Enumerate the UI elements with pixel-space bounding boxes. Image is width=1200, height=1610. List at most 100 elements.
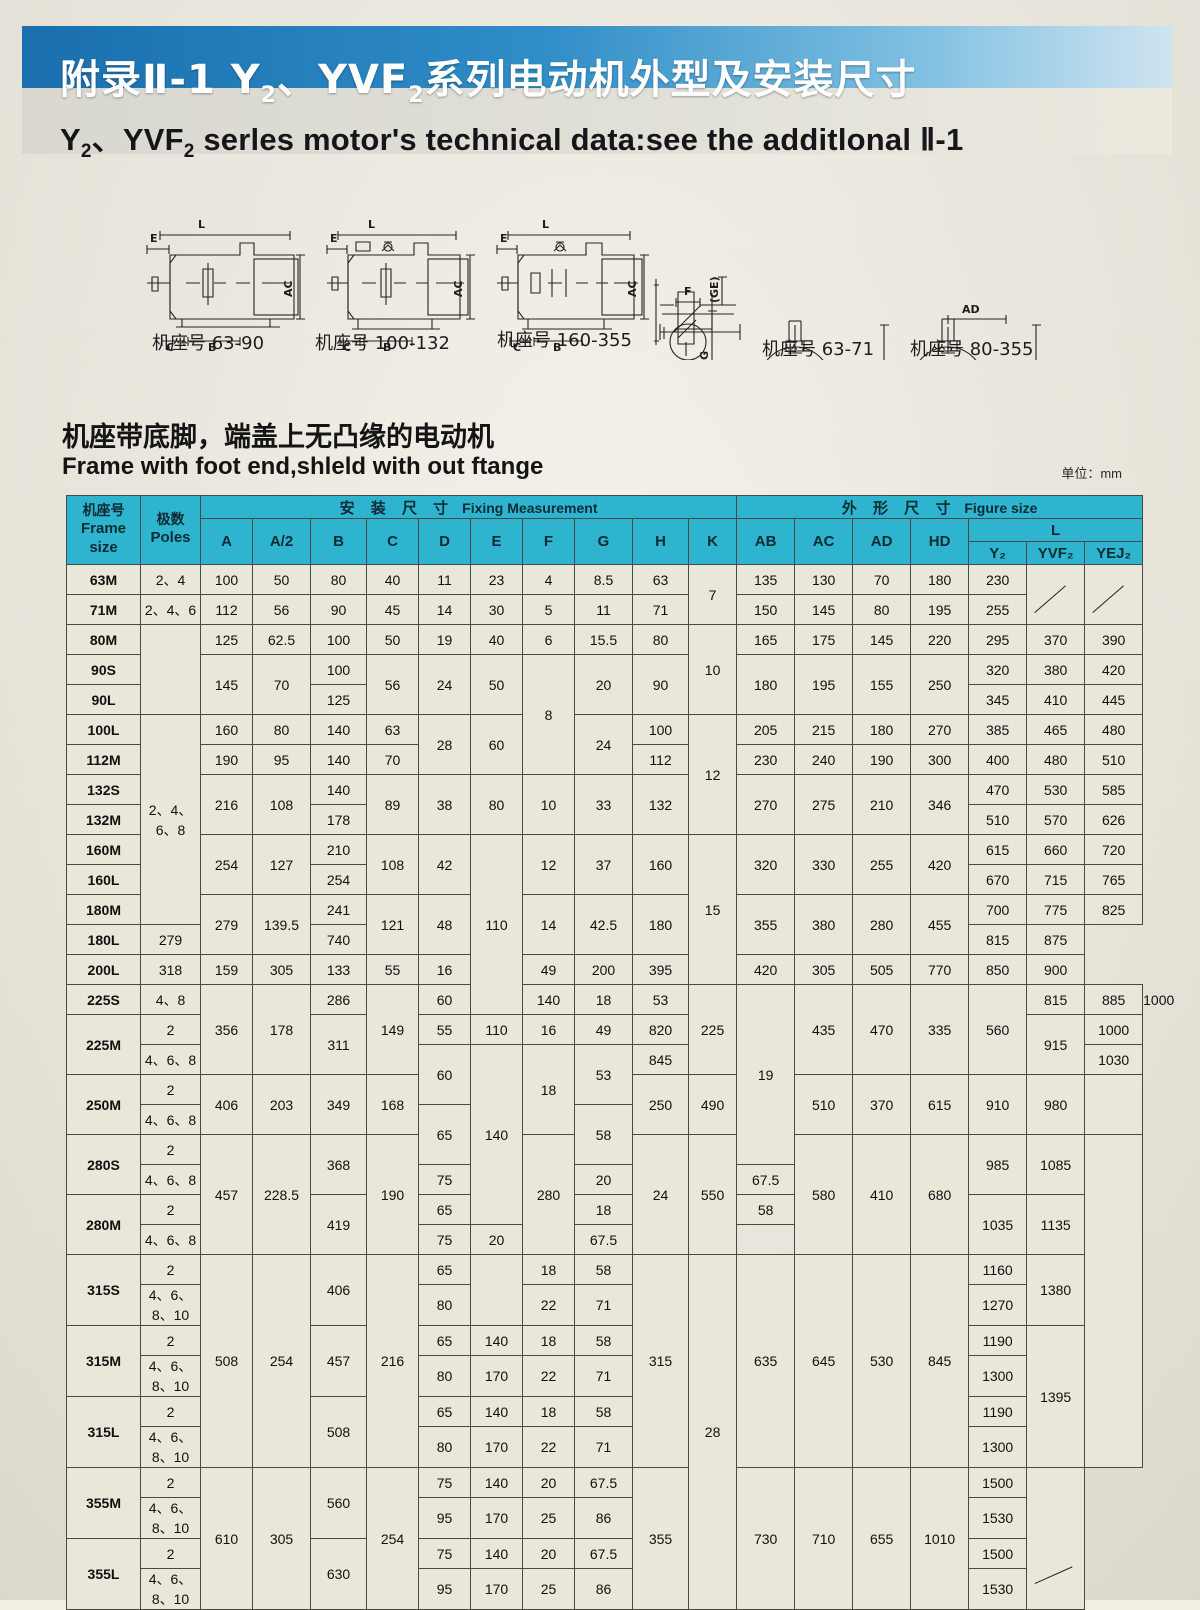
cell-AD: 280 bbox=[852, 894, 912, 955]
cell-F: 22 bbox=[522, 1426, 575, 1468]
cell-K: 15 bbox=[687, 834, 738, 985]
cell-G: 33 bbox=[574, 774, 633, 835]
header-group-figure-en: Figure size bbox=[964, 499, 1038, 516]
cell-A2: 50 bbox=[252, 564, 311, 595]
cell-A2: 159 bbox=[200, 954, 253, 985]
cell-YEJ2: 585 bbox=[1084, 774, 1144, 805]
cell-frame: 80M bbox=[66, 624, 141, 655]
cell-G: 67.5 bbox=[574, 1538, 633, 1569]
cell-F: 16 bbox=[418, 954, 471, 985]
cell-D: 11 bbox=[418, 564, 471, 595]
cell-C: 70 bbox=[366, 744, 419, 775]
table-row: 4、6、8 65 58 bbox=[67, 1104, 1143, 1165]
cell-E: 60 bbox=[470, 714, 523, 775]
header-row-groups: 机座号 Frame size 极数 Poles 安 装 尺 寸 Fixing Me… bbox=[66, 495, 1144, 565]
cell-YEJ2: 765 bbox=[1084, 864, 1144, 895]
cell-AC: 275 bbox=[794, 774, 854, 835]
cell-D: 80 bbox=[418, 1355, 471, 1397]
motor-drawing-strip: L E C B bbox=[0, 155, 1200, 470]
table-row: 4、6、8、10 95 170 25 86 1530 bbox=[67, 1497, 1143, 1539]
cell-YEJ2: 900 bbox=[1026, 954, 1086, 985]
cell-Y2: 700 bbox=[968, 894, 1028, 925]
cell-HD: 250 bbox=[910, 654, 970, 715]
cell-YEJ2: 510 bbox=[1084, 744, 1144, 775]
svg-text:B: B bbox=[208, 341, 216, 354]
cell-D: 65 bbox=[418, 1254, 471, 1285]
cell-F: 22 bbox=[522, 1355, 575, 1397]
cell-frame: 225S bbox=[66, 984, 141, 1015]
cell-E: 170 bbox=[470, 1426, 523, 1468]
table-row: 80M 125 62.5 100 50 19 40 6 15.5 80 10 1… bbox=[66, 624, 1144, 715]
cell-C: 50 bbox=[366, 624, 419, 655]
cell-C: 108 bbox=[366, 834, 419, 895]
cell-G: 58 bbox=[736, 1194, 796, 1225]
header-col-YEJ2: YEJ₂ bbox=[1084, 541, 1144, 565]
cell-Y2: 400 bbox=[968, 744, 1028, 775]
cell-G: 86 bbox=[574, 1497, 633, 1539]
cell-AD: 70 bbox=[852, 564, 912, 595]
header-col-L: L bbox=[968, 518, 1144, 542]
title-en-mid: 、YVF bbox=[91, 122, 184, 157]
cell-frame: 280M bbox=[66, 1194, 141, 1255]
banner-gray-bar bbox=[22, 88, 1172, 154]
cell-B: 279 bbox=[140, 924, 201, 955]
cell-AB: 490 bbox=[687, 1074, 738, 1135]
svg-text:C: C bbox=[513, 341, 521, 354]
table-row: 100L 2、4、6、8 160 80 140 63 28 60 24 100 … bbox=[66, 714, 1144, 925]
header-col-K: K bbox=[687, 518, 738, 565]
figure-caption-63-90: 机座号 63-90 bbox=[152, 333, 265, 354]
cell-poles: 4、6、8、10 bbox=[140, 1497, 201, 1539]
cell-YVF2: 1085 bbox=[1026, 1134, 1086, 1195]
cell-frame: 250M bbox=[66, 1074, 141, 1135]
header-col-F: F bbox=[522, 518, 575, 565]
table-row: 280M 2 419 65 18 58 1035 1135 bbox=[66, 1194, 1143, 1255]
cell-AC: 580 bbox=[794, 1134, 854, 1255]
cell-A: 190 bbox=[200, 744, 253, 775]
table-row: 4、6、8、10 80 22 71 1270 bbox=[67, 1284, 1143, 1326]
cell-B: 125 bbox=[310, 684, 367, 715]
cell-D: 65 bbox=[418, 1396, 471, 1427]
svg-text:F: F bbox=[684, 285, 692, 298]
cell-G: 20 bbox=[574, 654, 633, 715]
svg-text:E: E bbox=[500, 232, 508, 245]
cell-AC: 470 bbox=[852, 984, 912, 1075]
cell-frame: 180L bbox=[66, 924, 141, 955]
cell-AB: 270 bbox=[736, 774, 796, 835]
svg-text:G: G bbox=[698, 351, 711, 360]
title-chinese: 附录Ⅱ-1 Y2、YVF2系列电动机外型及安装尺寸 bbox=[60, 60, 917, 107]
cell-AC: 380 bbox=[794, 894, 854, 955]
cell-frame: 355L bbox=[66, 1538, 141, 1610]
cell-B: 560 bbox=[310, 1467, 367, 1539]
cell-YEJ2: 825 bbox=[1084, 894, 1144, 925]
cell-AC: 240 bbox=[794, 744, 854, 775]
cell-HD: 180 bbox=[910, 564, 970, 595]
cell-AD: 255 bbox=[852, 834, 912, 895]
cell-Y2: 295 bbox=[968, 624, 1028, 655]
header-col-G: G bbox=[574, 518, 633, 565]
table-row: 71M 2、4、6 112 56 90 45 14 30 5 11 71 150… bbox=[66, 594, 1143, 625]
cell-E: 30 bbox=[470, 594, 523, 625]
figure-caption-63-71: 机座号 63-71 bbox=[762, 339, 875, 360]
figure-caption-100-132: 机座号 100-132 bbox=[315, 333, 450, 354]
cell-Y2: 615 bbox=[968, 834, 1028, 865]
header-group-figure-cn: 外 形 尺 寸 bbox=[841, 499, 957, 517]
table-row: 132M 178 510 570 626 bbox=[66, 804, 1144, 835]
cell-AC: 645 bbox=[794, 1254, 854, 1468]
figure-side-160-355: L E C B AC bbox=[496, 218, 649, 354]
table-row: 160M 254 127 210 108 42 110 12 37 160 15… bbox=[66, 834, 1144, 1015]
cell-A: 160 bbox=[200, 714, 253, 745]
cell-A: 112 bbox=[200, 594, 253, 625]
cell-YVF2: 1135 bbox=[1026, 1194, 1086, 1255]
cell-E: 170 bbox=[470, 1568, 523, 1610]
table-row: 225S 4、8 356 178 286 149 60 140 18 53 22… bbox=[66, 984, 1174, 1165]
cell-frame: 90S bbox=[66, 654, 141, 685]
cell-B: 100 bbox=[310, 654, 367, 685]
cell-G: 49 bbox=[522, 954, 575, 985]
cell-HD: 195 bbox=[910, 594, 970, 625]
cell-Y2: 510 bbox=[968, 804, 1028, 835]
cell-H: 355 bbox=[632, 1467, 689, 1610]
cell-F: 25 bbox=[522, 1497, 575, 1539]
cell-A2: 95 bbox=[252, 744, 311, 775]
cell-D: 55 bbox=[366, 954, 419, 985]
cell-E: 140 bbox=[470, 1044, 523, 1225]
